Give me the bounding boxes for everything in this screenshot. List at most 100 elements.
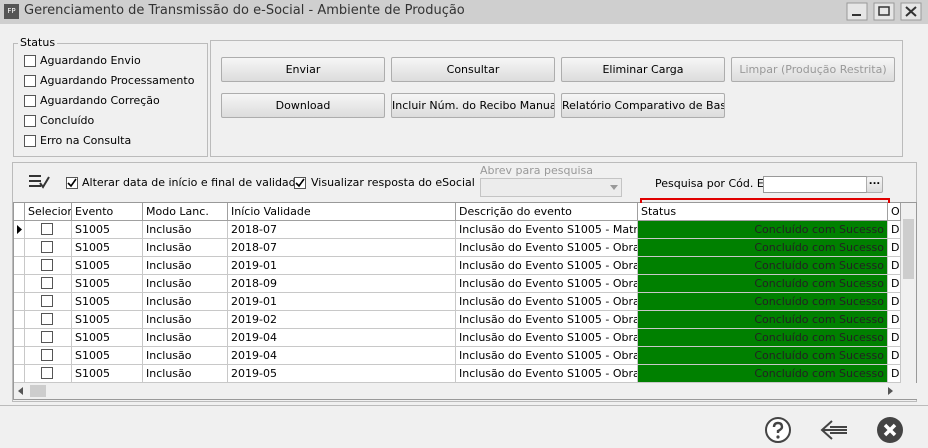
row-checkbox[interactable] — [41, 223, 53, 235]
cell: S1005 — [72, 221, 143, 239]
cell: 2018-09 — [228, 275, 456, 293]
cell: D — [888, 365, 901, 383]
cell: Inclusão — [143, 329, 228, 347]
cell: 2019-02 — [228, 311, 456, 329]
abbrev-combobox[interactable] — [480, 178, 622, 197]
event-code-input[interactable] — [763, 176, 867, 193]
checkbox[interactable] — [24, 115, 36, 127]
field-label: Pesquisa por Cód. Evento: — [655, 177, 799, 190]
cell: 2018-07 — [228, 221, 456, 239]
status-title: Status — [18, 36, 58, 49]
row-checkbox[interactable] — [41, 295, 53, 307]
cell: S1005 — [72, 257, 143, 275]
status-cell: Concluído com Sucesso — [638, 311, 888, 329]
checkbox[interactable] — [24, 75, 36, 87]
checkbox-label: Aguardando Correção — [40, 94, 160, 107]
cell: Inclusão — [143, 365, 228, 383]
row-indicator — [14, 275, 25, 293]
cell: Inclusão — [143, 347, 228, 365]
button[interactable]: Relatório Comparativo de Bases — [561, 93, 725, 118]
column-header[interactable]: Seleciona — [25, 203, 72, 221]
cell: S1005 — [72, 311, 143, 329]
button[interactable]: Consultar — [391, 57, 555, 82]
status-cell: Concluído com Sucesso — [638, 221, 888, 239]
column-header[interactable]: Modo Lanc. — [143, 203, 228, 221]
checkbox-label: Aguardando Envio — [40, 54, 141, 67]
cell: 2019-05 — [228, 365, 456, 383]
checkbox[interactable] — [24, 55, 36, 67]
row-indicator — [14, 257, 25, 275]
select-cell — [25, 293, 72, 311]
cell: Inclusão — [143, 239, 228, 257]
separator — [0, 405, 928, 406]
select-cell — [25, 347, 72, 365]
status-cell: Concluído com Sucesso — [638, 365, 888, 383]
button[interactable]: Incluir Núm. do Recibo Manual — [391, 93, 555, 118]
button[interactable]: Download — [221, 93, 385, 118]
checkbox-label: Visualizar resposta do eSocial — [311, 176, 475, 189]
checkbox[interactable] — [24, 135, 36, 147]
row-checkbox[interactable] — [41, 277, 53, 289]
help-button[interactable] — [764, 416, 792, 444]
cell: S1005 — [72, 329, 143, 347]
back-button[interactable] — [820, 418, 850, 442]
column-header[interactable]: Descrição do evento — [456, 203, 638, 221]
cell: Inclusão do Evento S1005 - Obra : 52 — [456, 239, 638, 257]
checkbox-label: Concluído — [40, 114, 95, 127]
checkbox[interactable] — [24, 95, 36, 107]
cell: D — [888, 239, 901, 257]
status-cell: Concluído com Sucesso — [638, 239, 888, 257]
checkbox-label: Aguardando Processamento — [40, 74, 195, 87]
cell: 2019-04 — [228, 347, 456, 365]
window-controls[interactable] — [846, 2, 926, 22]
button[interactable]: Eliminar Carga — [561, 57, 725, 82]
cell: Inclusão do Evento S1005 - Obra : 58 — [456, 329, 638, 347]
close-button[interactable] — [876, 416, 904, 444]
cell: Inclusão — [143, 311, 228, 329]
checkbox-checked[interactable] — [66, 177, 78, 189]
row-checkbox[interactable] — [41, 367, 53, 379]
column-header[interactable]: Evento — [72, 203, 143, 221]
column-header[interactable]: O — [888, 203, 901, 221]
row-checkbox[interactable] — [41, 349, 53, 361]
cell: S1005 — [72, 347, 143, 365]
cell: 2019-04 — [228, 329, 456, 347]
column-chooser[interactable] — [28, 172, 50, 192]
cell: 2019-01 — [228, 293, 456, 311]
cell: S1005 — [72, 365, 143, 383]
vertical-scrollbar[interactable] — [901, 203, 916, 383]
select-cell — [25, 329, 72, 347]
button[interactable]: Enviar — [221, 57, 385, 82]
column-header[interactable]: Status — [638, 203, 888, 221]
row-indicator — [14, 365, 25, 383]
row-indicator — [14, 329, 25, 347]
row-checkbox[interactable] — [41, 331, 53, 343]
cell: Inclusão do Evento S1005 - Obra : 5 — [456, 275, 638, 293]
button[interactable]: Limpar (Produção Restrita) — [731, 57, 895, 82]
status-cell: Concluído com Sucesso — [638, 257, 888, 275]
select-cell — [25, 365, 72, 383]
checkbox-checked[interactable] — [294, 177, 306, 189]
cell: Inclusão — [143, 257, 228, 275]
browse-button[interactable]: ... — [866, 176, 883, 193]
cell: Inclusão — [143, 275, 228, 293]
select-cell — [25, 275, 72, 293]
cell: D — [888, 293, 901, 311]
row-indicator-header — [14, 203, 25, 221]
cell: D — [888, 311, 901, 329]
cell: D — [888, 221, 901, 239]
row-checkbox[interactable] — [41, 259, 53, 271]
horizontal-scrollbar[interactable] — [14, 383, 917, 399]
row-indicator — [14, 221, 25, 239]
status-cell: Concluído com Sucesso — [638, 275, 888, 293]
actions-panel — [210, 40, 903, 157]
row-checkbox[interactable] — [41, 241, 53, 253]
window-title: Gerenciamento de Transmissão do e-Social… — [24, 3, 465, 18]
column-header[interactable]: Início Validade — [228, 203, 456, 221]
cell: Inclusão do Evento S1005 - Obra : 57 — [456, 347, 638, 365]
row-checkbox[interactable] — [41, 313, 53, 325]
row-indicator — [14, 239, 25, 257]
status-group — [13, 43, 208, 157]
cell: Inclusão do Evento S1005 - Obra : 58 — [456, 293, 638, 311]
